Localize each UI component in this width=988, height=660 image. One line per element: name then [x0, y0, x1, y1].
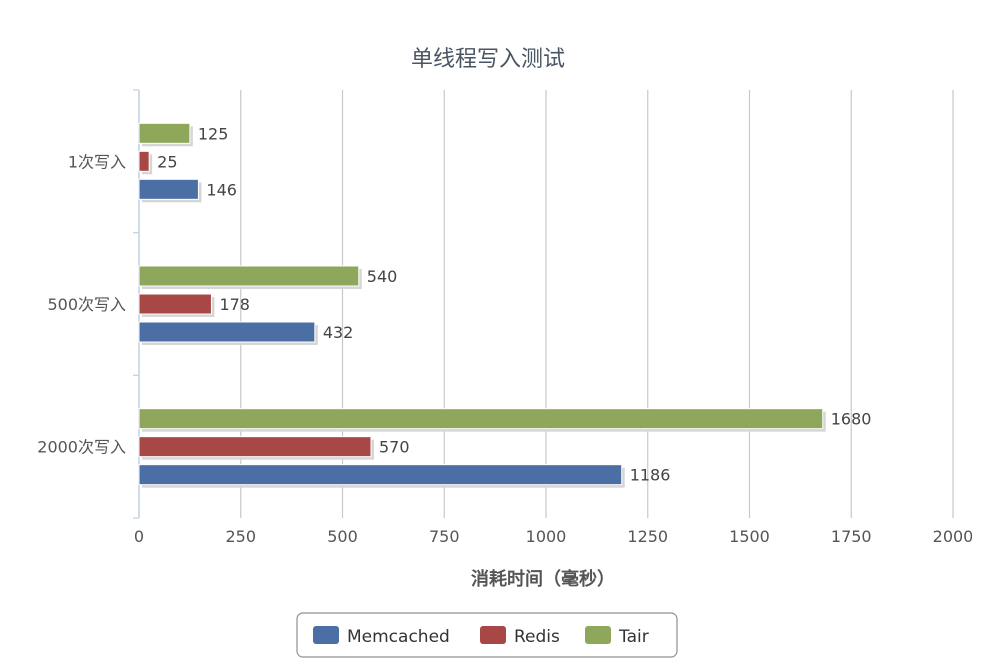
data-label: 25	[157, 152, 177, 171]
data-label: 125	[198, 124, 229, 143]
data-label: 540	[367, 267, 398, 286]
bars	[138, 122, 826, 488]
bar-memcached	[138, 464, 623, 486]
x-axis-title: 消耗时间（毫秒）	[471, 568, 615, 590]
x-tick-label: 1250	[627, 527, 668, 546]
category-label: 1次写入	[68, 152, 126, 171]
data-label: 1680	[831, 410, 872, 429]
bar-tair	[138, 408, 824, 430]
x-tick-label: 250	[225, 527, 256, 546]
bar-memcached	[138, 321, 316, 343]
axes	[133, 89, 140, 519]
data-labels: 125 25 146 540 178 432 1680 570 1186	[157, 124, 871, 484]
legend-label: Tair	[618, 627, 649, 647]
bar-redis	[138, 436, 372, 458]
category-labels: 1次写入 500次写入 2000次写入	[37, 152, 126, 456]
data-label: 178	[219, 295, 250, 314]
legend: Memcached Redis Tair	[296, 612, 678, 658]
x-tick-label: 0	[134, 527, 144, 546]
gridlines	[240, 90, 954, 518]
data-label: 432	[323, 323, 354, 342]
legend-swatch-memcached	[313, 626, 339, 644]
category-label: 500次写入	[47, 295, 126, 314]
x-tick-label: 500	[327, 527, 358, 546]
bar-redis	[138, 150, 150, 172]
x-tick-label: 1000	[526, 527, 567, 546]
legend-swatch-tair	[585, 626, 611, 644]
data-label: 146	[206, 180, 237, 199]
bar-tair	[138, 265, 360, 287]
x-tick-label: 1750	[831, 527, 872, 546]
data-label: 570	[379, 438, 410, 457]
x-tick-label: 2000	[933, 527, 974, 546]
category-label: 2000次写入	[37, 438, 126, 457]
legend-swatch-redis	[480, 626, 506, 644]
chart-title: 单线程写入测试	[411, 47, 565, 72]
bar-tair	[138, 122, 191, 144]
x-tick-labels: 0 250 500 750 1000 1250 1500 1750 2000	[134, 527, 974, 546]
data-label: 1186	[630, 466, 671, 485]
bar-redis	[138, 293, 212, 315]
x-tick-label: 750	[429, 527, 460, 546]
bar-memcached	[138, 178, 199, 200]
legend-label: Memcached	[347, 627, 450, 647]
x-tick-label: 1500	[729, 527, 770, 546]
legend-label: Redis	[514, 627, 560, 647]
